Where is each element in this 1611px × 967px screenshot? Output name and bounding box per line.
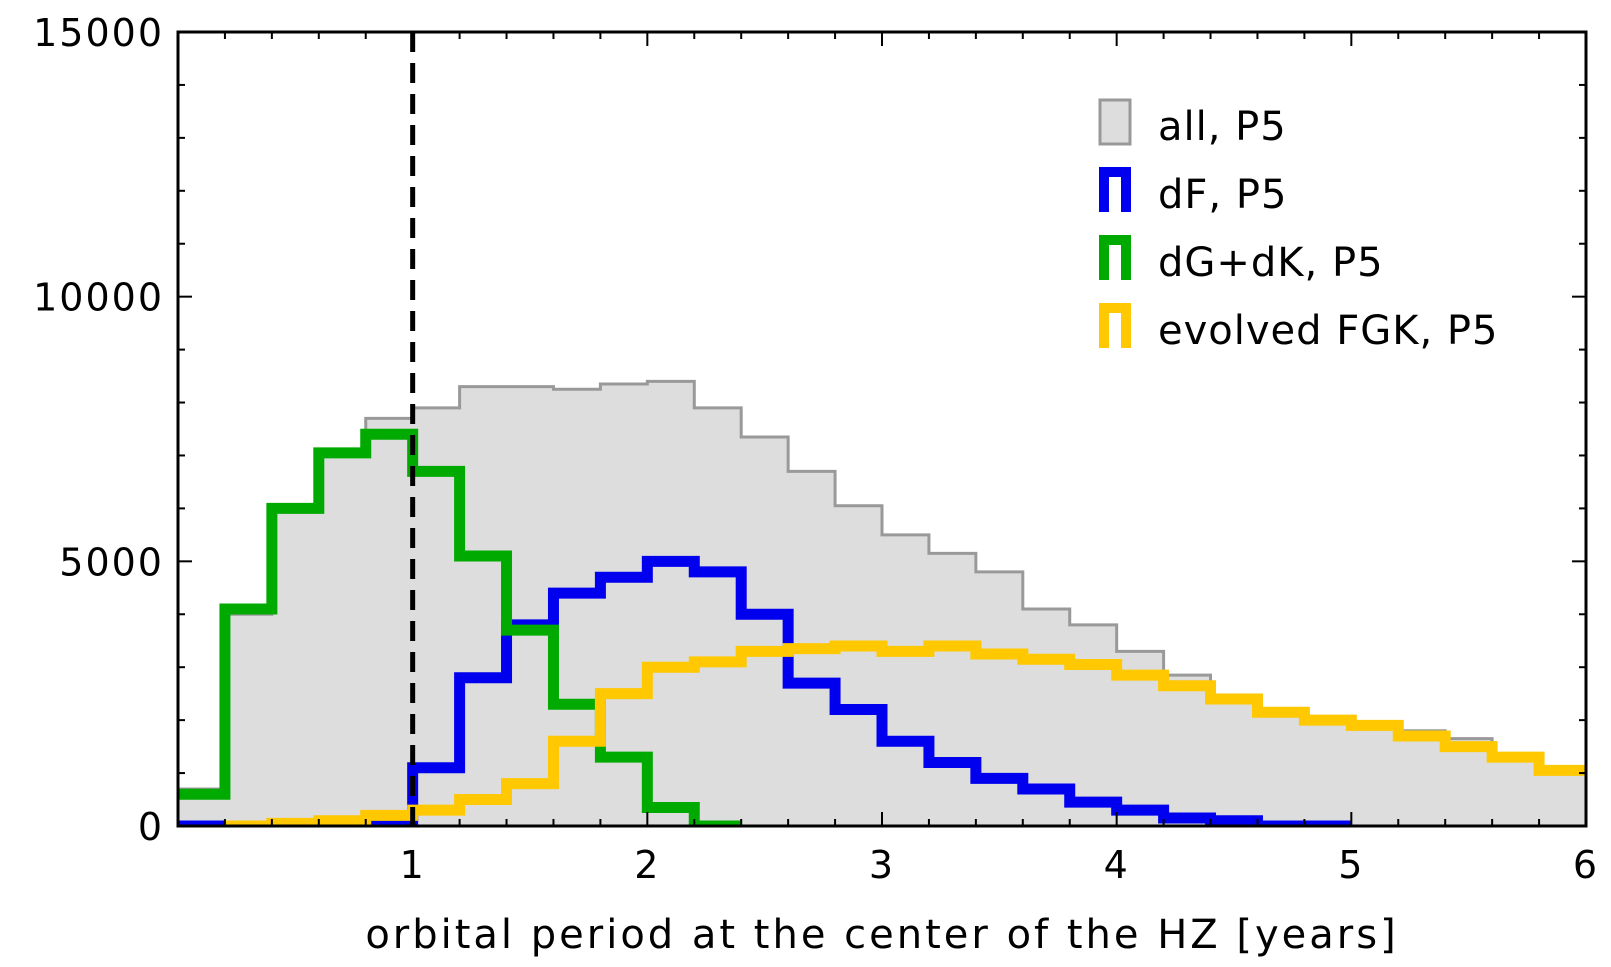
bin-bar (460, 556, 507, 826)
y-tick-label: 10000 (33, 276, 164, 320)
legend-item: evolved FGK, P5 (1099, 303, 1499, 354)
x-tick-label: 6 (1573, 843, 1599, 887)
bin-bar (1117, 675, 1164, 826)
legend-swatch (1099, 235, 1131, 280)
bin-bar (835, 646, 882, 826)
legend-label: evolved FGK, P5 (1158, 308, 1499, 354)
x-tick-label: 5 (1338, 843, 1364, 887)
bin-bar (1164, 686, 1211, 826)
bin-bar (366, 815, 413, 826)
series-step-line (224, 640, 1586, 826)
legend-swatch (1099, 167, 1131, 212)
bin-bar (1070, 665, 1117, 826)
bin-bar (1351, 725, 1398, 826)
legend-item: dG+dK, P5 (1099, 235, 1384, 286)
bin-bar (1445, 747, 1492, 826)
y-tick-label: 0 (138, 805, 164, 849)
bin-bar (882, 651, 929, 826)
legend-label: all, P5 (1158, 104, 1287, 150)
bin-bar (976, 654, 1023, 826)
series-step-line (178, 555, 1352, 826)
legend-label: dG+dK, P5 (1158, 240, 1384, 286)
bin-bar (600, 694, 647, 826)
legend-swatch (1099, 303, 1131, 348)
bin-bar (647, 667, 694, 826)
bin-bar (319, 453, 366, 826)
tick-labels: 1 2 3 4 5 6 0 5000 10000 15000 (33, 11, 1599, 887)
series-1 (178, 555, 1352, 826)
legend: all, P5 dF, P5 dG+dK, P5 evolved FGK, P5 (1098, 98, 1499, 354)
series-3 (224, 640, 1586, 826)
x-tick-label: 4 (1104, 843, 1130, 887)
bin-bar (366, 434, 413, 826)
series-area (178, 381, 1586, 826)
x-tick-label: 2 (634, 843, 660, 887)
bin-bar (788, 649, 835, 826)
bin-bar (1492, 757, 1539, 826)
axis-ticks (178, 32, 1587, 826)
bin-bar (929, 646, 976, 826)
legend-item: dF, P5 (1099, 167, 1287, 218)
bin-bar (1023, 659, 1070, 826)
x-tick-label: 3 (869, 843, 895, 887)
series-step-line (178, 428, 742, 826)
bin-bar (413, 471, 460, 826)
series-layer (178, 379, 1586, 826)
bin-bar (741, 651, 788, 826)
x-tick-label: 1 (400, 843, 426, 887)
bin-bar (694, 662, 741, 826)
bin-bar (413, 810, 460, 826)
bin-bar (553, 741, 600, 826)
bin-bar (460, 800, 507, 826)
legend-label: dF, P5 (1158, 172, 1287, 218)
bin-bar (1304, 720, 1351, 826)
bin-bar (507, 784, 554, 826)
bin-bar (225, 609, 272, 826)
legend-item: all, P5 (1098, 98, 1287, 150)
bin-bar (1211, 699, 1258, 826)
bin-bar (1398, 736, 1445, 826)
series-2 (178, 428, 742, 826)
bin-bar (1539, 770, 1586, 826)
bin-bar (178, 794, 225, 826)
legend-swatch (1098, 98, 1132, 146)
bin-bar (1257, 712, 1304, 826)
y-tick-label: 5000 (59, 540, 164, 584)
y-tick-label: 15000 (33, 11, 164, 55)
x-axis-label: orbital period at the center of the HZ [… (365, 912, 1398, 958)
bin-bar (272, 508, 319, 826)
